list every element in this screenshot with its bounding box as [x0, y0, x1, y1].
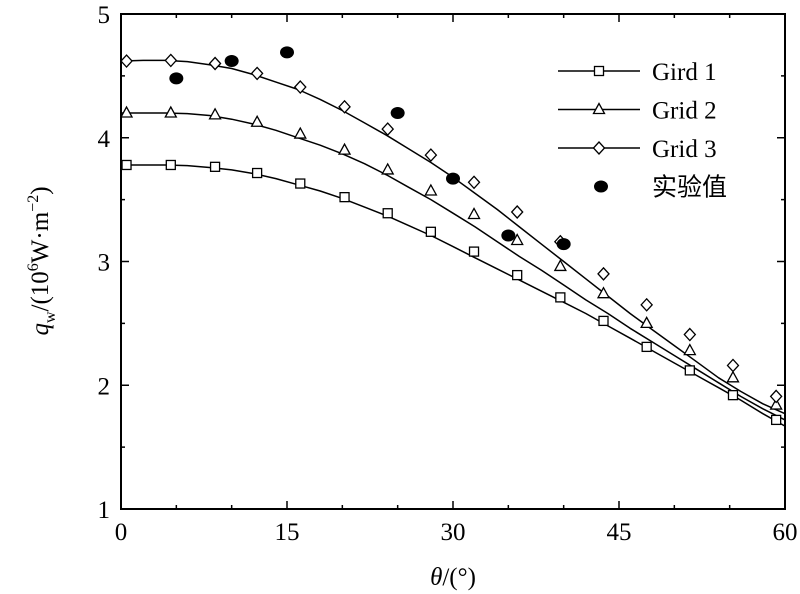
series-2-point — [640, 316, 654, 329]
legend-marker — [592, 141, 606, 155]
y-axis-title: qw/(106W·m−2) — [25, 186, 59, 335]
experimental-point — [169, 72, 184, 85]
experimental-point — [446, 172, 460, 185]
x-tick-label: 60 — [773, 519, 798, 546]
series-1-point — [339, 191, 350, 203]
series-line-1 — [121, 164, 786, 427]
series-2-point — [119, 105, 134, 118]
legend-marker — [594, 180, 608, 193]
series-1-point — [512, 269, 523, 281]
legend: Gird 1 Grid 2 Grid 3 实验值 — [558, 59, 727, 202]
experimental-point — [390, 107, 405, 119]
legend-label: 实验值 — [652, 174, 727, 202]
series-1-point — [641, 341, 652, 353]
x-axis-title: θ/(°) — [430, 564, 476, 591]
series-3-point — [164, 53, 178, 68]
y-tick-label: 5 — [98, 2, 111, 29]
x-tick-label: 45 — [607, 519, 632, 546]
experimental-point — [501, 229, 516, 242]
series-3-point — [424, 148, 438, 163]
series-3-point — [338, 99, 351, 114]
series-markers — [119, 46, 783, 426]
series-3-point — [381, 122, 395, 137]
series-2-point — [293, 126, 307, 139]
series-2-point — [250, 114, 264, 127]
series-2-point — [208, 107, 222, 120]
series-2-point — [726, 370, 740, 383]
series-1-point — [468, 246, 480, 257]
series-2-point — [164, 105, 178, 118]
series-1-point — [727, 389, 739, 401]
series-3-point — [726, 358, 740, 373]
series-1-point — [684, 365, 695, 376]
series-2-point — [769, 397, 783, 410]
series-3-point — [597, 266, 610, 281]
x-tick-label: 15 — [275, 519, 300, 546]
series-3-point — [120, 54, 133, 68]
series-3-point — [293, 80, 307, 94]
series-2-point — [553, 259, 567, 272]
series-3-point — [510, 205, 524, 219]
series-1-point — [209, 161, 221, 172]
series-2-point — [596, 286, 611, 299]
series-3-point — [208, 56, 222, 71]
series-1-point — [555, 292, 566, 303]
y-tick-label: 2 — [98, 373, 111, 400]
series-1-point — [251, 167, 263, 179]
legend-label: Gird 1 — [652, 59, 717, 86]
experimental-point — [280, 46, 294, 59]
series-3-point — [640, 297, 654, 312]
series-1-point — [425, 226, 437, 237]
series-3-point — [769, 389, 783, 404]
series-2-point — [683, 343, 697, 356]
series-1-point — [121, 159, 132, 171]
series-1-point — [165, 159, 176, 171]
series-2-point — [510, 233, 524, 246]
series-1-point — [770, 414, 782, 426]
series-2-point — [467, 207, 481, 220]
series-1-point — [598, 315, 609, 327]
series-2-point — [424, 183, 438, 196]
series-1-point — [382, 208, 393, 219]
series-3-point — [250, 66, 264, 81]
series-2-point — [381, 162, 395, 175]
y-tick-label: 1 — [98, 497, 111, 524]
series-3-point — [683, 327, 697, 342]
legend-marker — [592, 102, 606, 115]
y-tick-label: 3 — [98, 250, 111, 277]
series-line-2 — [121, 112, 786, 421]
plot-frame — [120, 13, 786, 510]
legend-label: Grid 3 — [652, 136, 717, 163]
experimental-point — [224, 55, 239, 68]
series-1-point — [295, 178, 306, 189]
x-tick-label: 30 — [441, 519, 466, 546]
x-tick-label: 0 — [115, 519, 128, 546]
y-tick-label: 4 — [98, 126, 111, 153]
experimental-point — [556, 238, 571, 251]
series-2-point — [337, 142, 352, 155]
series-3-point — [467, 175, 481, 190]
legend-label: Grid 2 — [652, 98, 717, 125]
legend-marker — [593, 65, 605, 77]
